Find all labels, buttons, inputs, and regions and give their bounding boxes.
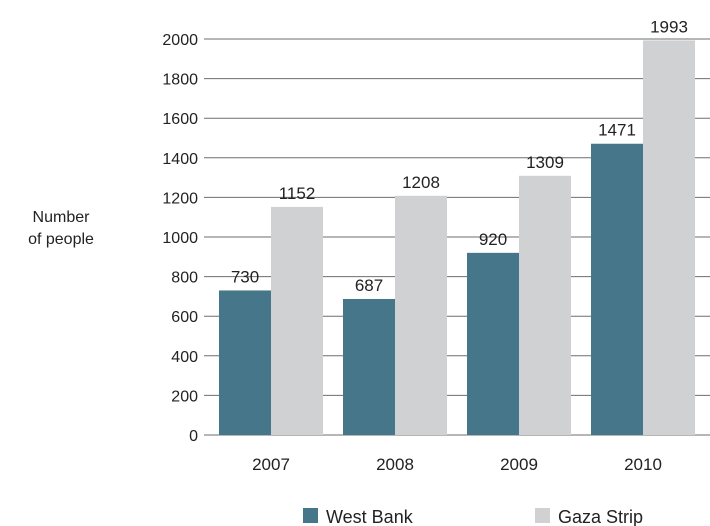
bars: [219, 40, 695, 436]
y-tick-label: 1800: [162, 72, 198, 89]
data-label: 1471: [598, 121, 636, 140]
bar: [643, 40, 695, 436]
y-tick-label: 800: [171, 270, 198, 287]
x-tick-label: 2008: [376, 455, 414, 474]
y-axis-ticks: 0 200 400 600 800 1000 1200 1400 1600 1800 2000: [162, 32, 198, 445]
legend-swatch: [535, 508, 550, 523]
data-label: 920: [479, 230, 507, 249]
y-axis-label-line-2: of people: [28, 231, 94, 248]
x-tick-label: 2010: [624, 455, 662, 474]
y-tick-label: 2000: [162, 32, 198, 49]
y-tick-label: 400: [171, 349, 198, 366]
y-tick-label: 0: [189, 428, 198, 445]
x-tick-label: 2009: [500, 455, 538, 474]
bar: [343, 298, 395, 435]
bar: [591, 143, 643, 435]
y-axis-label: Number of people: [0, 207, 122, 251]
bar: [519, 175, 571, 435]
legend: West Bank Gaza Strip: [303, 507, 643, 526]
legend-swatch: [303, 508, 318, 523]
legend-label: West Bank: [326, 507, 414, 526]
y-tick-label: 1000: [162, 230, 198, 247]
y-tick-label: 1200: [162, 190, 198, 207]
y-tick-label: 200: [171, 388, 198, 405]
y-tick-label: 1600: [162, 111, 198, 128]
y-axis-label-line-1: Number: [32, 209, 90, 226]
bar: [271, 206, 323, 435]
data-label: 687: [355, 276, 383, 295]
data-label: 1993: [650, 17, 688, 36]
y-tick-label: 1400: [162, 151, 198, 168]
legend-label: Gaza Strip: [558, 507, 643, 526]
bar: [467, 252, 519, 435]
bar: [219, 290, 271, 435]
x-tick-label: 2007: [252, 455, 290, 474]
data-label: 1208: [402, 173, 440, 192]
data-label: 730: [231, 267, 259, 286]
data-labels: 730 1152 687 1208 920 1309 1471 1993: [231, 17, 688, 295]
data-label: 1152: [279, 184, 316, 203]
x-axis-ticks: 2007 2008 2009 2010: [252, 455, 662, 474]
data-label: 1309: [526, 153, 564, 172]
y-tick-label: 600: [171, 309, 198, 326]
bar: [395, 195, 447, 435]
